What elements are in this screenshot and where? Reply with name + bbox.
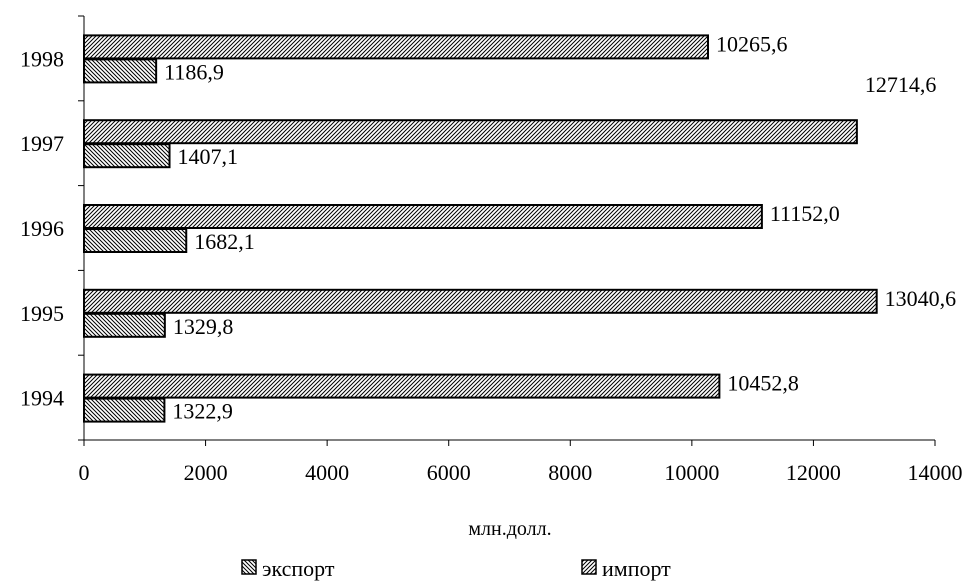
bar-import: [83, 288, 878, 314]
bar-import: [83, 34, 710, 60]
legend-swatch-export: [241, 559, 257, 575]
x-tick-label: 10000: [664, 460, 719, 485]
data-label-import: 10452,8: [727, 371, 799, 396]
bar-export: [83, 312, 166, 338]
y-tick-label: 1994: [20, 386, 64, 411]
y-tick-label: 1996: [20, 216, 64, 241]
y-tick-label: 1998: [20, 46, 64, 71]
bar-export: [83, 397, 166, 423]
x-tick-label: 4000: [305, 460, 349, 485]
bar-export: [83, 143, 171, 169]
data-label-export: 1329,8: [173, 314, 234, 339]
y-tick-label: 1995: [20, 301, 64, 326]
bar-import: [83, 373, 721, 399]
x-tick-label: 0: [79, 460, 90, 485]
x-axis-label: млн.долл.: [468, 518, 551, 540]
y-tick-label: 1997: [20, 131, 64, 156]
legend-label-import: импорт: [602, 556, 671, 581]
legend-swatch-import: [581, 559, 597, 575]
data-label-import: 13040,6: [885, 286, 957, 311]
x-tick-label: 12000: [786, 460, 841, 485]
x-tick-label: 8000: [548, 460, 592, 485]
bar-export: [83, 58, 158, 84]
x-tick-label: 2000: [184, 460, 228, 485]
legend: экспорт импорт: [241, 556, 671, 581]
x-tick-label: 14000: [908, 460, 963, 485]
bar-import: [83, 204, 763, 229]
x-tick-label: 6000: [427, 460, 471, 485]
data-label-import: 11152,0: [770, 201, 840, 226]
data-label-export: 1407,1: [178, 144, 239, 169]
data-label-import: 12714,6: [865, 72, 937, 97]
legend-label-export: экспорт: [262, 556, 335, 581]
bar-import: [83, 119, 858, 145]
bar-export: [83, 228, 188, 253]
data-label-export: 1682,1: [194, 229, 255, 254]
data-label-export: 1186,9: [164, 59, 224, 84]
data-label-export: 1322,9: [172, 399, 233, 424]
data-label-import: 10265,6: [716, 31, 788, 56]
plot-area: 0 2000 4000 6000 8000 10000 12000 14000 1994 1045…: [20, 15, 963, 485]
